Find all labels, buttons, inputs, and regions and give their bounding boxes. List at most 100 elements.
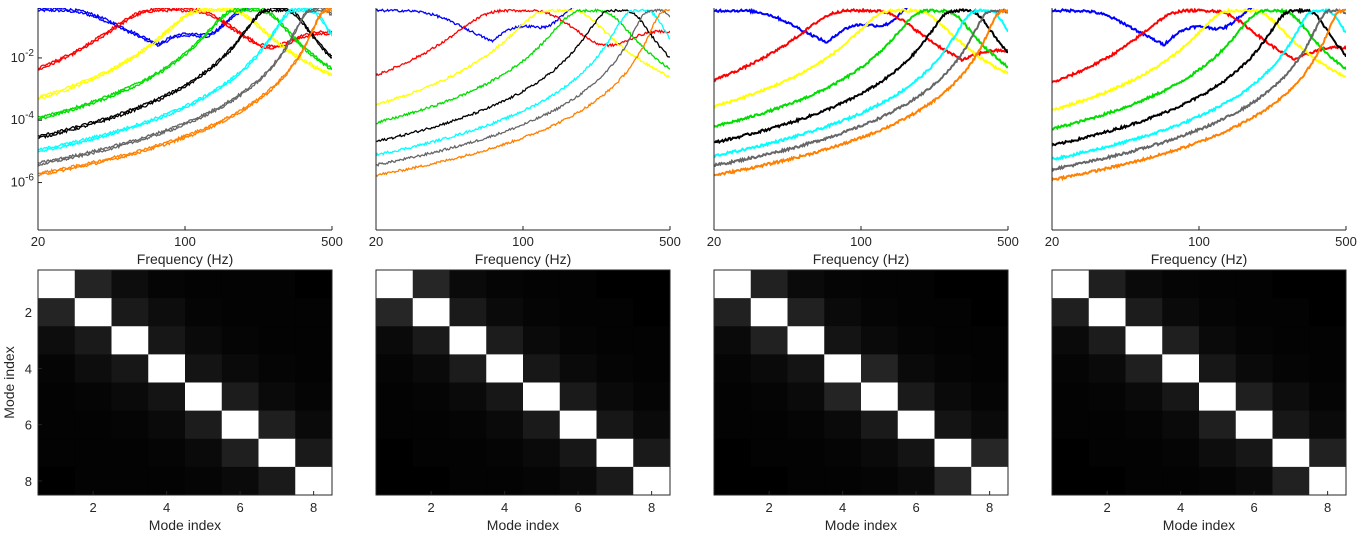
heatmap-cell xyxy=(714,326,752,355)
series-line-5 xyxy=(714,8,1008,145)
x-tick-label: 20 xyxy=(707,234,721,249)
heatmap-cell xyxy=(74,382,112,412)
line-panel-3: 20 100 500 Frequency (Hz) xyxy=(707,8,1019,267)
series-line-7 xyxy=(376,8,670,167)
heatmap-cell xyxy=(221,438,259,468)
heatmap-cell xyxy=(1199,326,1237,355)
heatmap-cell xyxy=(38,410,76,440)
heatmap-cell xyxy=(412,382,450,412)
heatmap-cell xyxy=(1052,466,1090,496)
heatmap-cell xyxy=(861,438,899,468)
heatmap-cell xyxy=(1088,438,1126,468)
heatmap-cell xyxy=(633,466,671,496)
heatmap-cell xyxy=(1088,326,1126,355)
heatmap-cell xyxy=(714,354,752,383)
y-axis-label: Mode index xyxy=(1,346,17,418)
heatmap-cell xyxy=(1309,354,1347,383)
heatmap-cell xyxy=(258,410,296,440)
heatmap-cell xyxy=(787,382,825,412)
heatmap-cell xyxy=(295,466,333,496)
plot-area xyxy=(38,8,332,177)
heatmap-cell xyxy=(787,270,825,299)
x-tick-label: 6 xyxy=(913,500,920,515)
heatmap-cell xyxy=(1088,354,1126,383)
x-tick-label: 500 xyxy=(321,234,343,249)
x-axis-label: Frequency (Hz) xyxy=(1151,251,1247,267)
series-line-4 xyxy=(714,8,1008,128)
heatmap-cell xyxy=(486,354,524,383)
x-tick-label: 8 xyxy=(986,500,993,515)
heatmap-cell xyxy=(221,298,259,327)
heatmap-cell xyxy=(185,354,223,383)
heatmap-cell xyxy=(596,354,634,383)
heatmap-cell xyxy=(971,326,1009,355)
heatmap-cell xyxy=(185,466,223,496)
heatmap-cell xyxy=(111,298,149,327)
series-line-5-copy xyxy=(38,8,332,139)
heatmap-cell xyxy=(971,466,1009,496)
heatmap-cell xyxy=(1272,326,1310,355)
heatmap-cell xyxy=(523,270,561,299)
heatmap-cell xyxy=(633,326,671,355)
heatmap-cell xyxy=(295,438,333,468)
heatmap-cell xyxy=(824,354,862,383)
series-line-5 xyxy=(1052,8,1346,147)
line-panel-2: 20 100 500 Frequency (Hz) xyxy=(369,8,681,267)
heatmap-cell xyxy=(714,438,752,468)
x-axis-label: Frequency (Hz) xyxy=(475,251,571,267)
series-line-3 xyxy=(1052,8,1346,111)
heatmap-cell xyxy=(412,326,450,355)
heatmap-cell xyxy=(1235,466,1273,496)
heatmap-cell xyxy=(1235,354,1273,383)
heatmap-cell xyxy=(824,438,862,468)
heatmap-cell xyxy=(787,466,825,496)
heatmap-cell xyxy=(111,438,149,468)
heatmap-cell xyxy=(1088,466,1126,496)
heatmap-cell xyxy=(486,270,524,299)
heatmap-cell xyxy=(861,298,899,327)
heatmap-cell xyxy=(38,298,76,327)
heatmap-cell xyxy=(221,382,259,412)
y-tick-exponent: -2 xyxy=(25,48,34,59)
heatmap-cell xyxy=(1272,410,1310,440)
heatmap-cell xyxy=(1162,354,1200,383)
heatmap-cell xyxy=(1272,354,1310,383)
x-tick-label: 2 xyxy=(428,500,435,515)
heatmap-cell xyxy=(633,270,671,299)
heatmap-cell xyxy=(449,410,487,440)
heatmap-cell xyxy=(74,270,112,299)
heatmap-cell xyxy=(74,466,112,496)
heatmap-cell xyxy=(1125,438,1163,468)
x-tick-label: 500 xyxy=(659,234,681,249)
heatmap-cell xyxy=(221,326,259,355)
heatmap-cell xyxy=(295,410,333,440)
heatmap-cell xyxy=(449,354,487,383)
x-axis-label: Mode index xyxy=(487,517,559,533)
heatmap-cell xyxy=(934,298,972,327)
series-line-6 xyxy=(1052,8,1346,161)
heatmap-cell xyxy=(295,270,333,299)
heatmap-frame xyxy=(713,269,1009,496)
x-axis-label: Frequency (Hz) xyxy=(813,251,909,267)
heatmap-cell xyxy=(74,298,112,327)
heatmap-panel-7: 2 4 6 8 Mode index xyxy=(713,269,1009,533)
heatmap-cell xyxy=(523,382,561,412)
heatmap-cell xyxy=(111,354,149,383)
heatmap-cell xyxy=(596,326,634,355)
series-line-2 xyxy=(714,8,1008,83)
y-tick-label: 2 xyxy=(25,305,32,320)
heatmap-cell xyxy=(258,270,296,299)
heatmap-cell xyxy=(1235,410,1273,440)
heatmap-cell xyxy=(596,382,634,412)
heatmap-cell xyxy=(934,354,972,383)
heatmap-cell xyxy=(897,354,935,383)
heatmap-cell xyxy=(1052,298,1090,327)
heatmap-cell xyxy=(934,270,972,299)
series-line-4-copy xyxy=(38,8,332,118)
heatmap-cell xyxy=(1309,298,1347,327)
heatmap-cell xyxy=(897,382,935,412)
x-tick-label: 6 xyxy=(575,500,582,515)
heatmap-cell xyxy=(449,382,487,412)
heatmap-cell xyxy=(750,298,788,327)
series-line-5 xyxy=(376,8,670,143)
